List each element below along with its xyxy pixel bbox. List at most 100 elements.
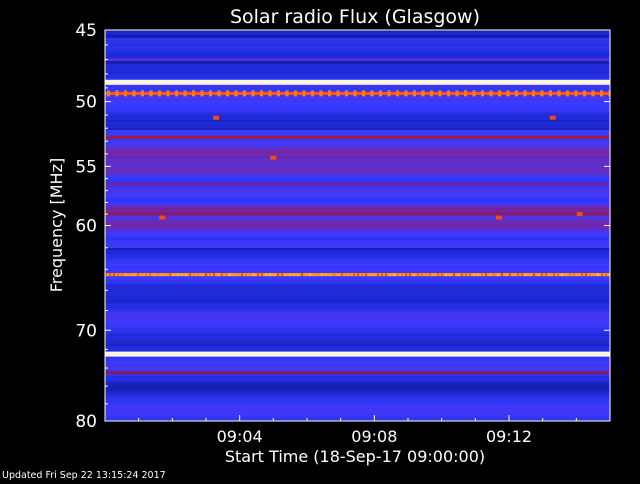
band-speckle: [241, 273, 243, 277]
heatmap-row: [105, 54, 610, 56]
band-dash: [489, 90, 493, 97]
band-speckle: [133, 273, 135, 277]
heatmap-row: [105, 44, 610, 46]
emission-band: [105, 183, 610, 187]
band-dash: [345, 90, 348, 97]
heatmap-row: [105, 204, 610, 206]
heatmap-row: [105, 370, 610, 372]
band-speckle: [333, 273, 335, 277]
band-speckle: [589, 273, 591, 277]
band-dash: [438, 90, 442, 97]
heatmap-row: [105, 50, 610, 52]
heatmap-row: [105, 324, 610, 326]
band-speckle: [305, 273, 307, 277]
band-dash: [251, 90, 255, 97]
heatmap-row: [105, 48, 610, 50]
heatmap-row: [105, 276, 610, 278]
heatmap-row: [105, 318, 610, 320]
y-tick-label: 70: [75, 321, 97, 341]
heatmap-row: [105, 156, 610, 158]
band-speckle: [409, 273, 411, 277]
band-speckle: [557, 273, 559, 277]
band-speckle: [429, 273, 431, 277]
burst-point: [495, 215, 502, 220]
heatmap-row: [105, 378, 610, 380]
heatmap-row: [105, 38, 610, 40]
band-speckle: [269, 273, 271, 277]
band-speckle: [541, 273, 543, 277]
heatmap-row: [105, 358, 610, 360]
band-dash: [328, 90, 331, 97]
heatmap-row: [105, 292, 610, 294]
band-speckle: [569, 273, 571, 277]
burst-point: [549, 115, 556, 120]
band-speckle: [177, 273, 179, 277]
band-speckle: [325, 273, 327, 277]
heatmap-row: [105, 400, 610, 402]
x-tick-label: 09:08: [351, 427, 397, 446]
band-dash: [447, 90, 450, 97]
heatmap-row: [105, 288, 610, 290]
heatmap-row: [105, 124, 610, 126]
band-dash: [166, 90, 170, 97]
band-dash: [200, 90, 204, 97]
heatmap-row: [105, 134, 610, 136]
heatmap-row: [105, 164, 610, 166]
band-speckle: [105, 273, 107, 277]
band-speckle: [417, 273, 419, 277]
band-speckle: [345, 273, 347, 277]
heatmap-row: [105, 152, 610, 154]
band-speckle: [477, 273, 479, 277]
heatmap-row: [105, 282, 610, 284]
heatmap-row: [105, 286, 610, 288]
heatmap-row: [105, 312, 610, 314]
heatmap-row: [105, 322, 610, 324]
heatmap-row: [105, 42, 610, 44]
heatmap-row: [105, 342, 610, 344]
heatmap-row: [105, 78, 610, 80]
heatmap-row: [105, 384, 610, 386]
band-speckle: [489, 273, 491, 277]
band-speckle: [301, 273, 303, 277]
band-speckle: [605, 273, 607, 277]
heatmap-row: [105, 268, 610, 270]
band-dash: [107, 90, 110, 97]
heatmap-row: [105, 208, 610, 210]
band-speckle: [493, 273, 495, 277]
heatmap-row: [105, 98, 610, 100]
heatmap-row: [105, 366, 610, 368]
burst-point: [576, 212, 583, 217]
band-speckle: [285, 273, 287, 277]
band-speckle: [209, 273, 211, 277]
heatmap-row: [105, 118, 610, 120]
x-tick-label: 09:12: [486, 427, 532, 446]
heatmap-row: [105, 106, 610, 108]
heatmap-row: [105, 412, 610, 414]
heatmap-row: [105, 222, 610, 224]
emission-band: [105, 314, 610, 318]
band-dash: [583, 90, 586, 97]
heatmap-row: [105, 242, 610, 244]
burst-point: [213, 115, 220, 120]
emission-band: [105, 58, 610, 62]
band-speckle: [349, 273, 351, 277]
heatmap-row: [105, 350, 610, 352]
heatmap-row: [105, 252, 610, 254]
band-speckle: [261, 273, 263, 277]
band-speckle: [229, 273, 231, 277]
band-speckle: [565, 273, 567, 277]
heatmap-row: [105, 332, 610, 334]
band-dash: [149, 90, 153, 97]
heatmap-row: [105, 394, 610, 396]
band-speckle: [281, 273, 283, 277]
band-dash: [540, 90, 544, 97]
x-axis: 09:04 09:08 09:12: [104, 415, 611, 446]
band-speckle: [529, 273, 531, 277]
emission-band: [105, 91, 610, 95]
heatmap-row: [105, 296, 610, 298]
heatmap-row: [105, 160, 610, 162]
band-speckle: [457, 273, 459, 277]
band-dash: [455, 90, 459, 97]
band-speckle: [405, 273, 407, 277]
